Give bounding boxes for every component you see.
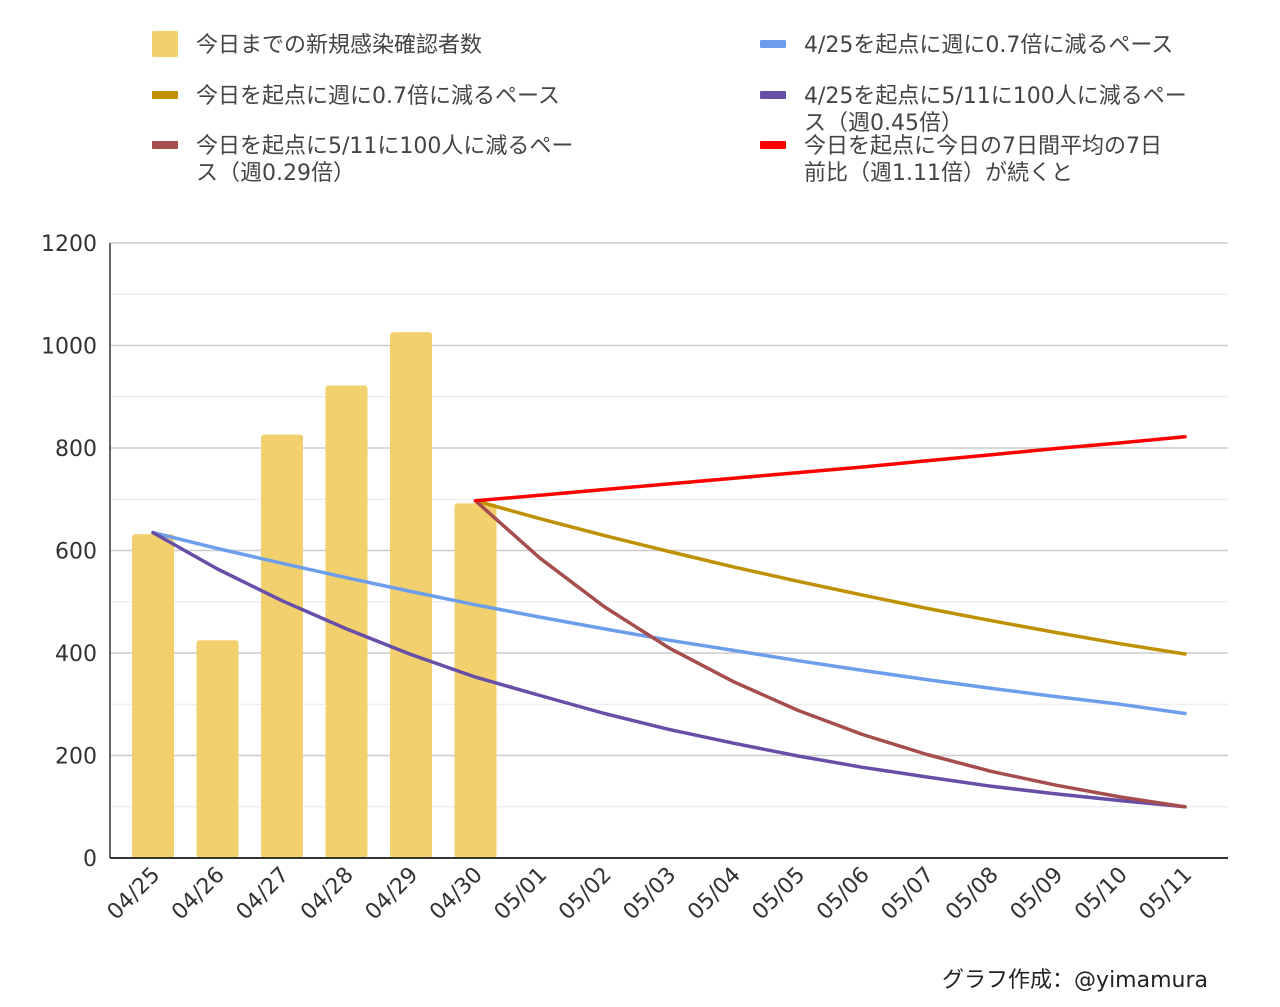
legend-label: 今日を起点に週に0.7倍に減るペース: [196, 84, 560, 109]
x-tick-label: 05/01: [490, 863, 553, 926]
legend-swatch-line: [760, 91, 786, 99]
legend-label: 今日を起点に5/11に100人に減るペー: [196, 134, 573, 159]
x-tick-label: 05/06: [812, 863, 875, 926]
x-tick-label: 04/26: [167, 863, 230, 926]
y-tick-label: 400: [55, 642, 97, 667]
x-tick-label: 05/03: [619, 863, 682, 926]
bar-04-29: [390, 332, 432, 858]
line-series: [151, 434, 1187, 809]
series-line-4: [473, 499, 1187, 809]
series-line-1: [151, 530, 1187, 716]
x-tick-label: 04/29: [361, 863, 424, 926]
x-tick-label: 04/30: [425, 863, 488, 926]
x-tick-label: 05/07: [877, 863, 940, 926]
bar-04-27: [261, 434, 303, 858]
bar-series: [132, 332, 497, 858]
legend-label: 前比（週1.11倍）が続くと: [804, 161, 1073, 186]
y-tick-label: 0: [83, 847, 97, 872]
credit-label: グラフ作成：@yimamura: [942, 968, 1208, 993]
legend: 今日までの新規感染確認者数今日を起点に週に0.7倍に減るペース今日を起点に5/1…: [152, 31, 1187, 186]
x-tick-label: 05/05: [748, 863, 811, 926]
bar-04-28: [325, 385, 368, 858]
bar-04-25: [132, 534, 174, 858]
x-tick-label: 05/09: [1006, 863, 1069, 926]
series-line-3: [473, 499, 1187, 656]
x-tick-label: 04/27: [232, 863, 295, 926]
x-tick-label: 05/04: [683, 863, 746, 926]
legend-label: 4/25を起点に5/11に100人に減るペー: [804, 84, 1187, 109]
legend-label: 4/25を起点に週に0.7倍に減るペース: [804, 33, 1173, 58]
legend-label: ス（週0.45倍）: [804, 111, 963, 136]
y-tick-label: 1000: [41, 335, 97, 360]
bar-04-26: [196, 640, 239, 858]
x-tick-label: 05/10: [1070, 863, 1133, 926]
y-tick-label: 600: [55, 540, 97, 565]
legend-swatch-line: [760, 40, 786, 48]
series-line-2: [151, 530, 1187, 809]
legend-label: 今日を起点に今日の7日間平均の7日: [804, 134, 1162, 159]
legend-swatch-line: [152, 141, 178, 149]
x-tick-label: 04/28: [296, 863, 359, 926]
legend-swatch-line: [760, 141, 786, 149]
legend-label: ス（週0.29倍）: [196, 161, 355, 186]
x-tick-label: 05/02: [554, 863, 617, 926]
x-tick-label: 05/11: [1135, 863, 1198, 926]
legend-label: 今日までの新規感染確認者数: [196, 33, 482, 58]
y-tick-label: 200: [55, 745, 97, 770]
bar-04-30: [454, 503, 497, 858]
x-tick-label: 04/25: [103, 863, 166, 926]
x-tick-label: 05/08: [941, 863, 1004, 926]
legend-swatch-line: [152, 91, 178, 99]
legend-swatch-bar: [152, 31, 178, 57]
y-tick-label: 800: [55, 437, 97, 462]
series-line-5: [473, 434, 1187, 503]
y-tick-label: 1200: [41, 232, 97, 257]
